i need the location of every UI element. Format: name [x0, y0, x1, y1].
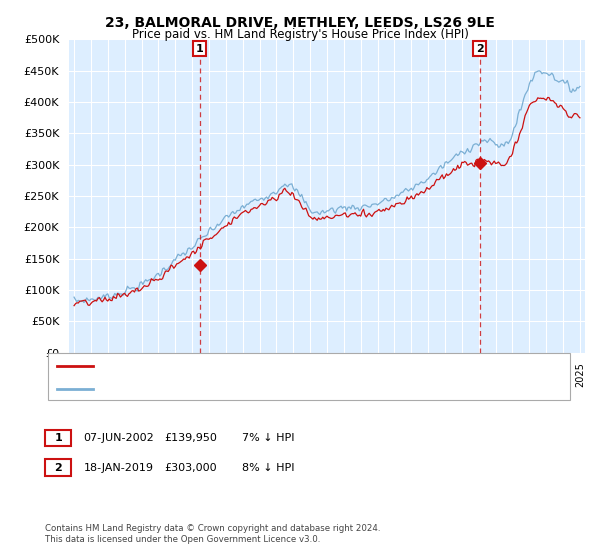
Text: 07-JUN-2002: 07-JUN-2002 — [83, 433, 154, 443]
Text: 2: 2 — [55, 463, 62, 473]
Text: £303,000: £303,000 — [164, 463, 217, 473]
Text: 2: 2 — [476, 44, 484, 54]
Text: 18-JAN-2019: 18-JAN-2019 — [83, 463, 154, 473]
Text: Price paid vs. HM Land Registry's House Price Index (HPI): Price paid vs. HM Land Registry's House … — [131, 28, 469, 41]
Text: 23, BALMORAL DRIVE, METHLEY, LEEDS, LS26 9LE (detached house): 23, BALMORAL DRIVE, METHLEY, LEEDS, LS26… — [99, 361, 454, 371]
Text: Contains HM Land Registry data © Crown copyright and database right 2024.: Contains HM Land Registry data © Crown c… — [45, 524, 380, 533]
Text: 23, BALMORAL DRIVE, METHLEY, LEEDS, LS26 9LE: 23, BALMORAL DRIVE, METHLEY, LEEDS, LS26… — [105, 16, 495, 30]
Text: HPI: Average price, detached house, Leeds: HPI: Average price, detached house, Leed… — [99, 384, 322, 394]
Text: This data is licensed under the Open Government Licence v3.0.: This data is licensed under the Open Gov… — [45, 534, 320, 544]
Text: £139,950: £139,950 — [164, 433, 217, 443]
Text: 8% ↓ HPI: 8% ↓ HPI — [242, 463, 295, 473]
Text: 1: 1 — [55, 433, 62, 443]
Text: 1: 1 — [196, 44, 203, 54]
Text: 7% ↓ HPI: 7% ↓ HPI — [242, 433, 295, 443]
